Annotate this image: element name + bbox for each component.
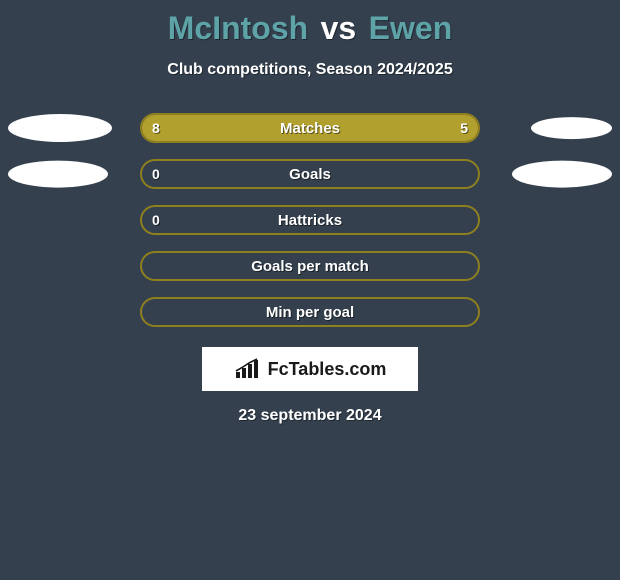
stat-bar: Matches85 (140, 113, 480, 143)
subtitle: Club competitions, Season 2024/2025 (0, 61, 620, 79)
stat-value-left: 0 (152, 212, 160, 228)
stat-bar: Hattricks0 (140, 205, 480, 235)
stat-value-left: 8 (152, 120, 160, 136)
footer-date: 23 september 2024 (0, 407, 620, 425)
bar-fill-left (142, 115, 478, 141)
vs-text: vs (321, 10, 357, 46)
stat-row-goals_per_match: Goals per match (0, 243, 620, 289)
stat-rows-container: Matches85Goals0Hattricks0Goals per match… (0, 105, 620, 335)
stat-row-hattricks: Hattricks0 (0, 197, 620, 243)
stat-row-goals: Goals0 (0, 151, 620, 197)
brand-box: FcTables.com (202, 347, 418, 391)
stat-label: Goals (142, 166, 478, 183)
stat-bar: Goals0 (140, 159, 480, 189)
brand-chart-icon (234, 358, 262, 380)
ellipse-right (531, 117, 612, 139)
stat-label: Goals per match (142, 258, 478, 275)
stat-row-matches: Matches85 (0, 105, 620, 151)
player-right-name: Ewen (369, 10, 453, 46)
stat-value-left: 0 (152, 166, 160, 182)
ellipse-left (8, 161, 108, 188)
ellipse-right (512, 161, 612, 188)
player-left-name: McIntosh (168, 10, 308, 46)
brand-text: FcTables.com (268, 359, 387, 380)
stat-row-min_per_goal: Min per goal (0, 289, 620, 335)
stat-bar: Min per goal (140, 297, 480, 327)
stat-value-right: 5 (460, 120, 468, 136)
stat-label: Min per goal (142, 304, 478, 321)
stat-label: Hattricks (142, 212, 478, 229)
title-row: McIntosh vs Ewen (0, 0, 620, 47)
stat-bar: Goals per match (140, 251, 480, 281)
ellipse-left (8, 114, 112, 142)
